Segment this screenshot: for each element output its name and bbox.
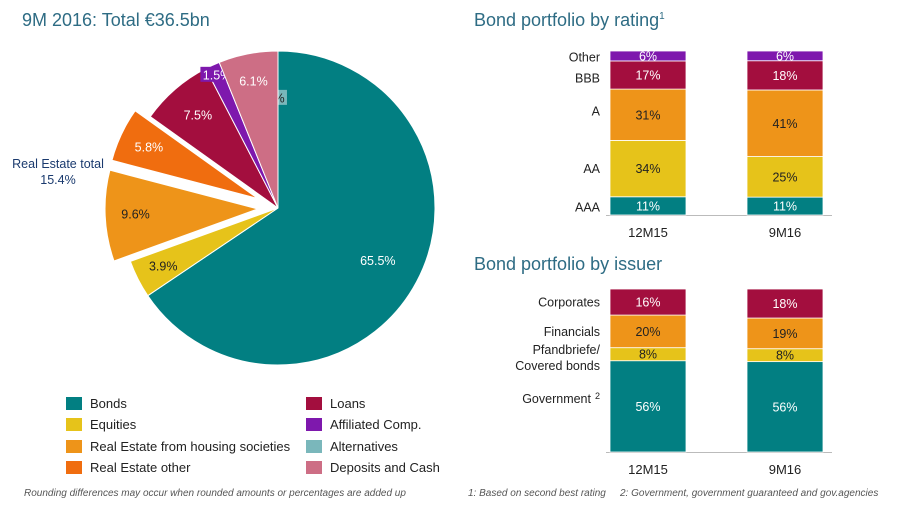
bar-label-aa-9m16: 25% (772, 170, 797, 184)
pie-slice-bonds (147, 50, 436, 366)
legend-item-loans: Loans (306, 396, 365, 412)
legend-item-equities: Equities (66, 417, 136, 433)
legend-swatch-affiliated (306, 418, 322, 431)
real-estate-total-label: Real Estate total 15.4% (6, 156, 110, 188)
bar-label-a-9m16: 41% (772, 117, 797, 131)
pie-chart-title: 9M 2016: Total €36.5bn (22, 10, 210, 30)
bar-segment-bbb-12m15 (609, 60, 687, 90)
legend-item-deposits: Deposits and Cash (306, 460, 440, 476)
legend-label: Real Estate other (90, 460, 191, 475)
legend-label: Bonds (90, 396, 127, 411)
legend-swatch-re-other (66, 461, 82, 474)
series-label-aa: AA (583, 162, 600, 176)
rating-chart-title-footnote-mark: 1 (659, 11, 665, 22)
bar-label-bbb-9m16: 18% (772, 69, 797, 83)
real-estate-total-value: 15.4% (40, 173, 76, 187)
series-label-corporates: Corporates (538, 296, 600, 310)
pie-label-equities: 3.9% (149, 259, 178, 273)
legend-item-bonds: Bonds (66, 396, 127, 412)
bar-segment-a-9m16 (746, 89, 824, 157)
bar-segment-financials-9m16 (746, 317, 824, 350)
legend-swatch-re-housing (66, 440, 82, 453)
series-label-other: Other (569, 50, 600, 64)
series-label-aaa: AAA (575, 200, 601, 214)
x-tick-label-12m15: 12M15 (628, 225, 668, 240)
rating-footnote: 1: Based on second best rating (468, 488, 606, 499)
bar-segment-a-12m15 (609, 88, 687, 141)
bar-label-financials-12m15: 20% (635, 325, 660, 339)
bar-label-corporates-9m16: 18% (772, 297, 797, 311)
rating-chart-title: Bond portfolio by rating1 (474, 10, 665, 31)
pie-slice-deposits-and-cash (218, 50, 279, 209)
bar-segment-government-9m16 (746, 361, 824, 453)
series-label-government: Government 2 (522, 391, 600, 406)
x-tick-label-9m16: 9M16 (769, 225, 802, 240)
pie-label-real-estate-other: 5.8% (135, 140, 164, 154)
series-label-bbb: BBB (575, 72, 600, 86)
bar-segment-corporates-12m15 (609, 288, 687, 316)
bar-label-financials-9m16: 19% (772, 327, 797, 341)
real-estate-total-text: Real Estate total (12, 157, 104, 171)
bar-segment-other-12m15 (609, 50, 687, 62)
bar-label-corporates-12m15: 16% (635, 296, 660, 310)
pie-slice-real-estate-other (108, 107, 264, 203)
legend-label: Deposits and Cash (330, 460, 440, 475)
series-label-a: A (592, 104, 601, 118)
pie-label-real-estate-from-housing-societies: 9.6% (121, 208, 150, 222)
x-tick-label-12m15: 12M15 (628, 462, 668, 477)
bar-segment-financials-12m15 (609, 314, 687, 349)
legend-label: Loans (330, 396, 366, 411)
x-tick-label-9m16: 9M16 (769, 462, 802, 477)
rating-chart-title-text: Bond portfolio by rating (474, 10, 660, 30)
pie-label-bonds: 65.5% (360, 254, 395, 268)
legend-label: Affiliated Comp. (330, 417, 422, 432)
pie-label-deposits-and-cash: 6.1% (239, 75, 268, 89)
legend-label: Alternatives (330, 439, 398, 454)
legend-swatch-alternatives (306, 440, 322, 453)
legend-swatch-equities (66, 418, 82, 431)
bar-label-a-12m15: 31% (635, 108, 660, 122)
legend-item-re-other: Real Estate other (66, 460, 190, 476)
legend-swatch-loans (306, 397, 322, 410)
bar-label-aaa-12m15: 11% (636, 199, 660, 213)
legend-label: Real Estate from housing societies (90, 439, 291, 454)
issuer-stacked-bar-chart: 12M15 56% 8% 20% 16% 9M16 56% 8% 19% 18% Governmen… (515, 288, 832, 477)
rounding-footnote: Rounding differences may occur when roun… (24, 488, 406, 499)
legend-swatch-bonds (66, 397, 82, 410)
legend-item-affiliated: Affiliated Comp. (306, 417, 422, 433)
legend-swatch-deposits (306, 461, 322, 474)
rating-stacked-bar-chart: 12M1511%34%31%17%6%9M1611%25%41%18%6%AAA… (569, 49, 832, 240)
bar-label-pfandbriefe-covered-bonds-12m15: 8% (639, 348, 657, 362)
pie-slice-equities (129, 207, 279, 297)
series-label-pfandbriefe-covered-bonds: Pfandbriefe/Covered bonds (515, 343, 600, 373)
pie-chart: 65.5%3.9%9.6%5.8%7.5%1.5%0.0%6.1% (102, 50, 436, 366)
issuer-chart-title: Bond portfolio by issuer (474, 254, 663, 274)
legend-item-re-housing: Real Estate from housing societies (66, 439, 290, 455)
bar-label-government-12m15: 56% (635, 400, 660, 414)
pie-slice-real-estate-from-housing-societies (102, 167, 267, 265)
bar-segment-corporates-9m16 (746, 288, 824, 319)
bar-segment-aa-9m16 (746, 156, 824, 198)
legend-label: Equities (90, 417, 137, 432)
bar-label-other-12m15: 6% (639, 49, 657, 63)
bar-label-pfandbriefe-covered-bonds-9m16: 8% (776, 349, 794, 363)
bar-label-bbb-12m15: 17% (635, 69, 660, 83)
bar-label-government-9m16: 56% (772, 400, 797, 414)
bar-segment-other-9m16 (746, 50, 824, 62)
legend-item-alternatives: Alternatives (306, 439, 398, 455)
series-label-financials: Financials (544, 325, 600, 339)
bar-label-aa-12m15: 34% (635, 162, 660, 176)
government-footnote: 2: Government, government guaranteed and… (620, 488, 879, 499)
bar-label-other-9m16: 6% (776, 49, 794, 63)
bar-label-aaa-9m16: 11% (773, 200, 797, 214)
pie-label-loans: 7.5% (184, 108, 213, 122)
